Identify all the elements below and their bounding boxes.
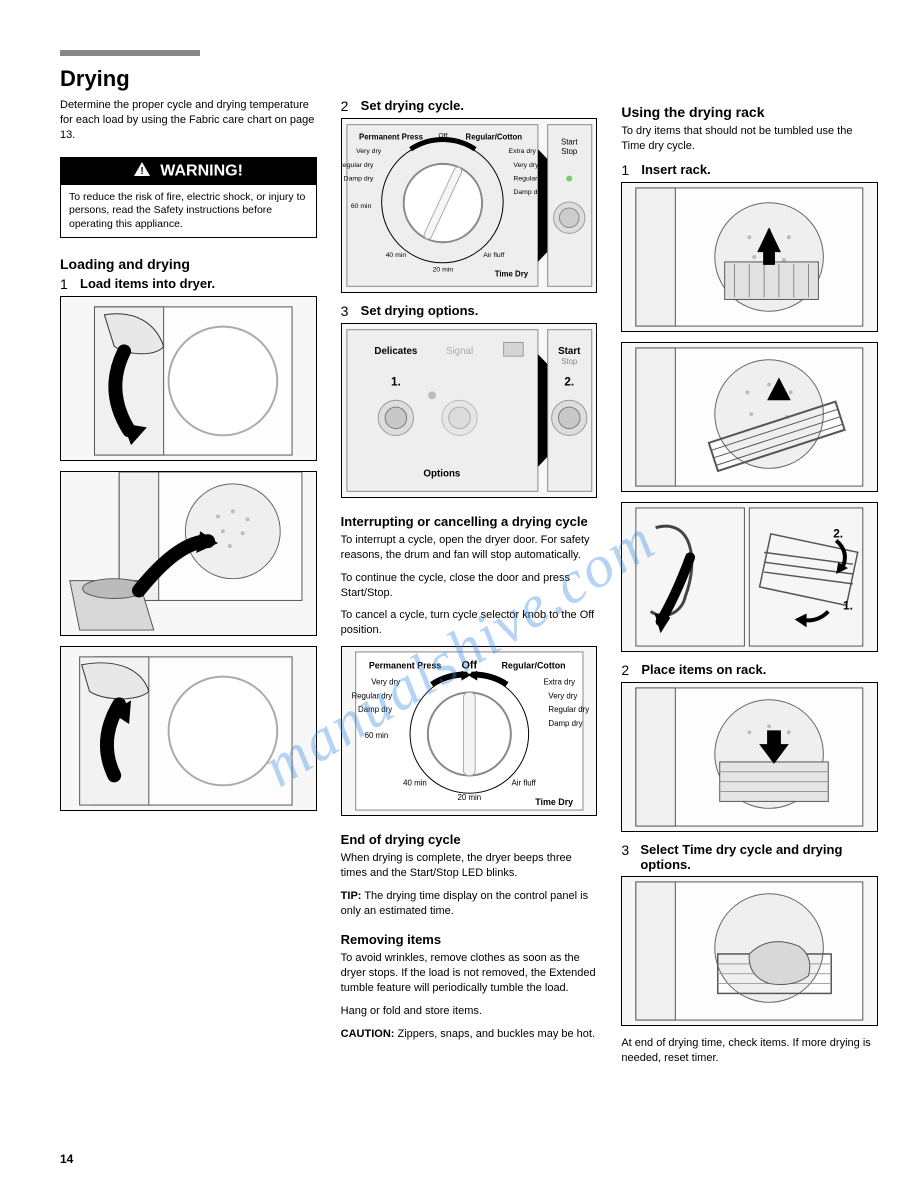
svg-text:40 min: 40 min (385, 252, 406, 259)
warning-triangle-icon: ! (134, 162, 150, 181)
svg-text:Delicates: Delicates (374, 346, 418, 357)
svg-text:Time Dry: Time Dry (494, 270, 528, 279)
interrupt-head: Interrupting or cancelling a drying cycl… (341, 514, 598, 529)
step-1-text: Load items into dryer. (80, 276, 215, 291)
svg-text:Stop: Stop (561, 147, 578, 156)
svg-text:60 min: 60 min (364, 731, 388, 740)
caution-body: Zippers, snaps, and buckles may be hot. (398, 1028, 596, 1040)
svg-text:Permanent Press: Permanent Press (369, 661, 442, 671)
rack-step-3: 3 Select Time dry cycle and drying optio… (621, 842, 878, 872)
svg-text:Air fluff: Air fluff (511, 778, 536, 787)
svg-text:Regular dry: Regular dry (548, 705, 589, 714)
svg-text:20 min: 20 min (432, 267, 453, 274)
rack-hook-detail-image: 2. 1. (621, 502, 878, 652)
open-door-image (60, 296, 317, 461)
interrupt-para-3: To cancel a cycle, turn cycle selector k… (341, 608, 598, 638)
svg-text:Signal: Signal (446, 346, 473, 357)
step-2: 2 Set drying cycle. (341, 98, 598, 114)
warning-head: ! WARNING! (61, 158, 316, 185)
rack-para: To dry items that should not be tumbled … (621, 124, 878, 154)
remove-para-1: To avoid wrinkles, remove clothes as soo… (341, 951, 598, 996)
remove-para-2: Hang or fold and store items. (341, 1004, 598, 1019)
end-tip: TIP: The drying time display on the cont… (341, 889, 598, 919)
svg-text:Start: Start (558, 346, 581, 357)
cycle-dial-image: Permanent Press Regular/Cotton Off Very … (341, 118, 598, 293)
end-tip-text: The drying time display on the control p… (341, 890, 588, 917)
svg-text:2.: 2. (564, 376, 574, 389)
step-2-text: Set drying cycle. (361, 98, 464, 113)
svg-text:Regular dry: Regular dry (351, 691, 392, 700)
svg-text:Very dry: Very dry (548, 691, 577, 700)
end-head: End of drying cycle (341, 832, 598, 847)
dial-off-image: Permanent Press Regular/Cotton Off Very … (341, 646, 598, 816)
step-2-number: 2 (341, 98, 355, 114)
svg-text:1.: 1. (843, 598, 853, 612)
end-tip-label: TIP: (341, 890, 362, 902)
rack-tilt-image (621, 342, 878, 492)
svg-text:2.: 2. (834, 526, 844, 540)
step-3: 3 Set drying options. (341, 303, 598, 319)
svg-text:20 min: 20 min (457, 793, 481, 802)
svg-text:Off: Off (461, 660, 477, 672)
svg-text:Regular dry: Regular dry (342, 162, 374, 169)
interrupt-para-2: To continue the cycle, close the door an… (341, 571, 598, 601)
rack-place-items-image (621, 682, 878, 832)
warning-label: WARNING! (160, 162, 243, 179)
svg-text:Extra dry: Extra dry (508, 148, 536, 155)
dial-reg-cotton: Regular/Cotton (465, 132, 522, 141)
page-number: 14 (60, 1152, 73, 1166)
svg-text:Air fluff: Air fluff (483, 252, 504, 259)
dial-perm-press: Permanent Press (359, 132, 424, 141)
svg-text:Options: Options (423, 469, 461, 480)
svg-text:!: ! (140, 166, 143, 176)
caution: CAUTION: Zippers, snaps, and buckles may… (341, 1027, 598, 1042)
rack-head: Using the drying rack (621, 104, 878, 120)
rack-step-1-number: 1 (621, 162, 635, 178)
svg-text:Regular/Cotton: Regular/Cotton (501, 661, 565, 671)
svg-text:Damp dry: Damp dry (548, 719, 582, 728)
svg-text:Extra dry: Extra dry (543, 678, 575, 687)
load-items-image (60, 471, 317, 636)
svg-text:Time Dry: Time Dry (535, 797, 573, 807)
step-3-number: 3 (341, 303, 355, 319)
svg-text:1.: 1. (391, 376, 401, 389)
svg-text:Damp dry: Damp dry (343, 176, 373, 183)
svg-text:Start: Start (561, 137, 578, 146)
svg-text:Very dry: Very dry (356, 148, 382, 155)
svg-text:60 min: 60 min (351, 203, 372, 210)
rack-step-2: 2 Place items on rack. (621, 662, 878, 678)
rack-step-2-number: 2 (621, 662, 635, 678)
rack-step-3-text: Select Time dry cycle and drying options… (640, 842, 878, 872)
intro-para: Determine the proper cycle and drying te… (60, 98, 317, 143)
rack-step-1: 1 Insert rack. (621, 162, 878, 178)
step-3-text: Set drying options. (361, 303, 479, 318)
step-1: 1 Load items into dryer. (60, 276, 317, 292)
section-rule (60, 50, 200, 56)
rack-step-1-text: Insert rack. (641, 162, 710, 177)
rack-step-3-number: 3 (621, 842, 634, 858)
rack-step3-para: At end of drying time, check items. If m… (621, 1036, 878, 1066)
step-1-number: 1 (60, 276, 74, 292)
remove-head: Removing items (341, 932, 598, 947)
interrupt-para-1: To interrupt a cycle, open the dryer doo… (341, 533, 598, 563)
svg-text:Stop: Stop (561, 357, 578, 366)
options-panel-image: Delicates Signal 1. Options Start Stop 2… (341, 323, 598, 498)
close-door-image (60, 646, 317, 811)
section-title: Drying (60, 66, 878, 92)
svg-text:40 min: 40 min (403, 778, 427, 787)
svg-text:Very dry: Very dry (513, 162, 539, 169)
loading-head: Loading and drying (60, 256, 317, 272)
caution-label: CAUTION: (341, 1028, 395, 1040)
svg-text:Damp dry: Damp dry (358, 705, 392, 714)
end-para-1: When drying is complete, the dryer beeps… (341, 851, 598, 881)
rack-step-2-text: Place items on rack. (641, 662, 766, 677)
svg-text:Very dry: Very dry (371, 678, 400, 687)
warning-body: To reduce the risk of fire, electric sho… (61, 185, 316, 238)
warning-box: ! WARNING! To reduce the risk of fire, e… (60, 157, 317, 239)
rack-with-item-image (621, 876, 878, 1026)
rack-insert-top-image (621, 182, 878, 332)
